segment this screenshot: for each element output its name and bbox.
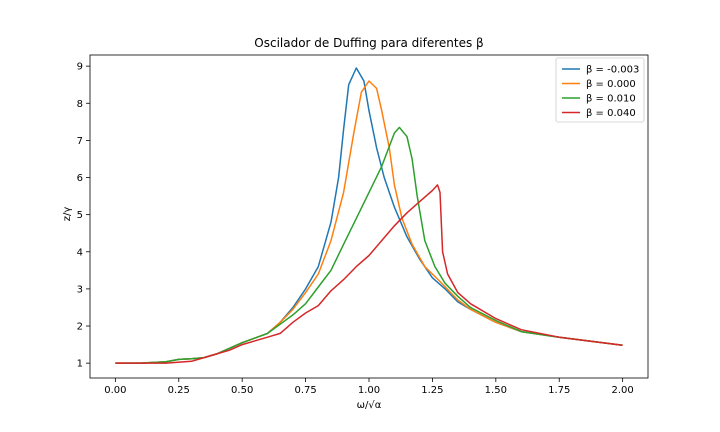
y-tick-label: 3 (77, 284, 83, 295)
x-axis: 0.00 0.25 0.50 0.75 1.00 1.25 1.50 1.75 2.00 (104, 378, 634, 396)
y-axis: 1 2 3 4 5 6 7 8 9 (77, 62, 90, 370)
legend-entry-1: β = 0.000 (586, 79, 636, 90)
x-tick-label: 2.00 (612, 385, 634, 396)
y-tick-label: 5 (77, 210, 83, 221)
legend: β = -0.003 β = 0.000 β = 0.010 β = 0.040 (555, 57, 645, 123)
x-tick-label: 0.50 (231, 385, 253, 396)
y-tick-label: 8 (77, 99, 83, 110)
x-tick-label: 1.00 (358, 385, 380, 396)
y-axis-label: z/γ (62, 207, 73, 222)
x-tick-label: 1.50 (485, 385, 507, 396)
y-tick-label: 6 (77, 173, 83, 184)
x-tick-label: 0.25 (168, 385, 190, 396)
legend-entry-0: β = -0.003 (586, 65, 639, 76)
y-tick-label: 2 (77, 322, 83, 333)
x-tick-label: 1.25 (421, 385, 443, 396)
legend-entry-3: β = 0.040 (586, 108, 636, 119)
y-tick-label: 9 (77, 62, 83, 73)
y-tick-label: 7 (77, 136, 83, 147)
x-tick-label: 1.75 (548, 385, 570, 396)
legend-box (555, 57, 645, 123)
chart-title: Oscilador de Duffing para diferentes β (254, 36, 483, 50)
legend-entry-2: β = 0.010 (586, 94, 636, 105)
y-tick-label: 4 (77, 247, 83, 258)
series-line-3 (115, 184, 623, 364)
x-tick-label: 0.75 (294, 385, 316, 396)
plot-lines (115, 67, 623, 364)
y-tick-label: 1 (77, 359, 83, 370)
x-axis-label: ω/√α (357, 400, 382, 411)
x-tick-label: 0.00 (104, 385, 126, 396)
